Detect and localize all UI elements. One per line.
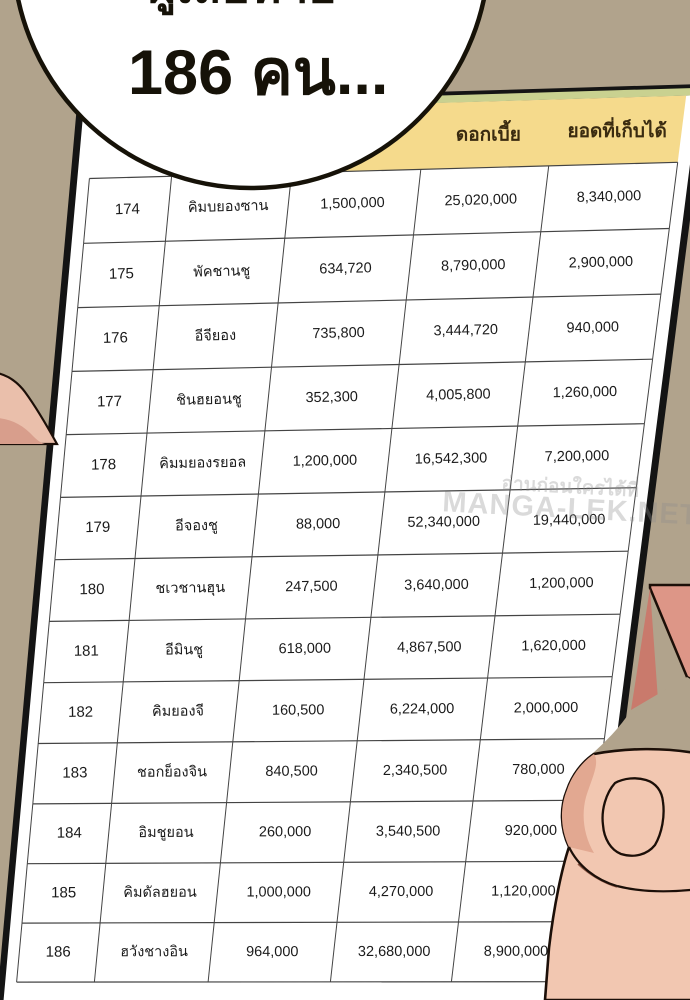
svg-text:186 คน...: 186 คน... [128,38,388,108]
